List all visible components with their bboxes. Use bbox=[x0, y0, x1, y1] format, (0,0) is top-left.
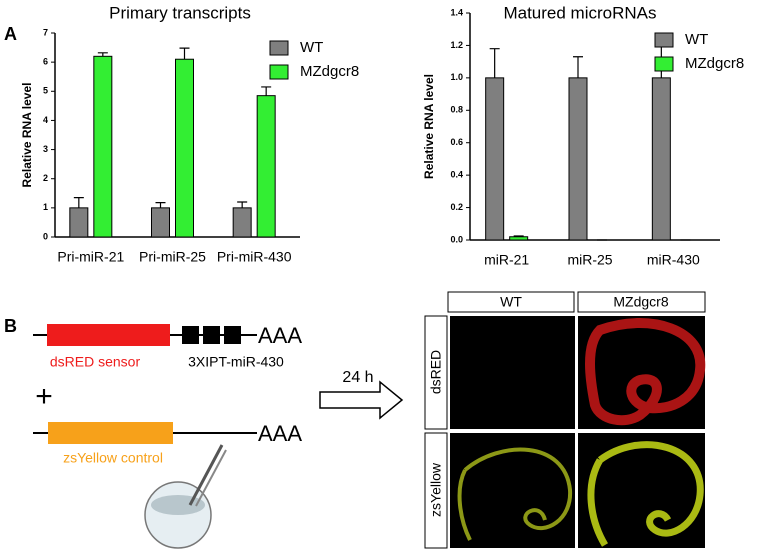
embryo bbox=[457, 447, 573, 541]
row-header bbox=[424, 315, 448, 430]
error-bar bbox=[573, 56, 583, 78]
site bbox=[203, 326, 220, 344]
bar bbox=[256, 95, 276, 238]
x-tick-label: Pri-miR-25 bbox=[139, 249, 206, 265]
error-bar bbox=[155, 202, 166, 208]
image bbox=[450, 433, 575, 548]
y-tick-label: 0.6 bbox=[450, 137, 463, 147]
y-tick-label: 1.2 bbox=[450, 40, 463, 50]
error-bar bbox=[261, 86, 272, 96]
y-tick-label: 1.0 bbox=[450, 72, 463, 82]
legend-label: MZdgcr8 bbox=[685, 55, 744, 72]
row-label: zsYellow bbox=[428, 462, 444, 517]
column-header bbox=[447, 291, 575, 313]
x-tick-label: miR-430 bbox=[647, 252, 700, 268]
y-tick-label: 1.4 bbox=[450, 7, 463, 17]
y-tick-label: 0.8 bbox=[450, 105, 463, 115]
embryo bbox=[587, 441, 704, 547]
y-axis-label: Relative RNA level bbox=[20, 83, 34, 188]
sites-label: 3XIPT-miR-430 bbox=[188, 354, 284, 370]
zsyellow-box bbox=[48, 422, 173, 444]
time-label: 24 h bbox=[342, 369, 373, 386]
y-tick-label: 6 bbox=[43, 57, 48, 67]
site bbox=[182, 326, 199, 344]
plus: + bbox=[35, 380, 53, 413]
polya: AAA bbox=[258, 421, 302, 446]
legend-label: MZdgcr8 bbox=[300, 63, 359, 80]
bar bbox=[568, 77, 588, 241]
y-tick-label: 3 bbox=[43, 144, 48, 154]
construct-diagram: AAA dsRED sensor 3XIPT-miR-430 + AAA zsY… bbox=[33, 323, 404, 549]
site bbox=[224, 326, 241, 344]
control-label: zsYellow control bbox=[63, 450, 163, 466]
row-label: dsRED bbox=[428, 350, 444, 394]
panel-label: A bbox=[4, 24, 17, 44]
y-tick-label: 1 bbox=[43, 202, 48, 212]
micrographs: WT MZdgcr8 dsRED zsYellow bbox=[424, 291, 706, 549]
legend-label: WT bbox=[300, 39, 323, 56]
y-tick-label: 0.2 bbox=[450, 202, 463, 212]
bar bbox=[175, 58, 194, 238]
image bbox=[450, 316, 575, 429]
bar bbox=[485, 77, 505, 241]
injection-illustration bbox=[144, 444, 227, 549]
chart-title: Primary transcripts bbox=[109, 3, 251, 22]
y-tick-label: 2 bbox=[43, 173, 48, 183]
row-header bbox=[424, 432, 448, 549]
y-tick-label: 0 bbox=[43, 231, 48, 241]
chart-title: Matured microRNAs bbox=[503, 3, 656, 22]
error-bar bbox=[237, 201, 248, 208]
bar bbox=[651, 77, 671, 241]
bar bbox=[69, 207, 89, 238]
y-tick-label: 0.4 bbox=[450, 170, 463, 180]
bar bbox=[509, 236, 529, 241]
error-bar bbox=[489, 48, 500, 78]
error-bar bbox=[513, 235, 524, 237]
bar bbox=[232, 207, 252, 238]
error-bar bbox=[97, 52, 108, 57]
y-tick-label: 7 bbox=[43, 27, 48, 37]
y-tick-label: 4 bbox=[43, 115, 48, 125]
y-tick-label: 5 bbox=[43, 86, 48, 96]
legend-swatch bbox=[654, 32, 674, 48]
polya: AAA bbox=[258, 323, 302, 348]
legend-label: WT bbox=[685, 31, 708, 48]
sensor-label: dsRED sensor bbox=[50, 354, 141, 370]
column-header bbox=[577, 291, 706, 313]
y-axis-label: Relative RNA level bbox=[422, 74, 436, 179]
embryo bbox=[585, 318, 706, 426]
panel-label: B bbox=[4, 316, 17, 336]
x-tick-label: Pri-miR-21 bbox=[57, 249, 124, 265]
x-tick-label: Pri-miR-430 bbox=[217, 249, 292, 265]
arrow bbox=[319, 380, 404, 420]
x-tick-label: miR-25 bbox=[567, 252, 612, 268]
x-tick-label: miR-21 bbox=[484, 252, 529, 268]
y-tick-label: 0.0 bbox=[450, 234, 463, 244]
legend-swatch bbox=[269, 40, 289, 56]
column-label: WT bbox=[500, 294, 522, 310]
dsred-box bbox=[47, 324, 170, 346]
bar bbox=[93, 55, 113, 238]
legend-swatch bbox=[269, 64, 289, 80]
legend-swatch bbox=[654, 56, 674, 72]
bar bbox=[151, 207, 170, 238]
error-bar bbox=[73, 197, 84, 208]
error-bar bbox=[179, 47, 190, 60]
column-label: MZdgcr8 bbox=[613, 294, 668, 310]
